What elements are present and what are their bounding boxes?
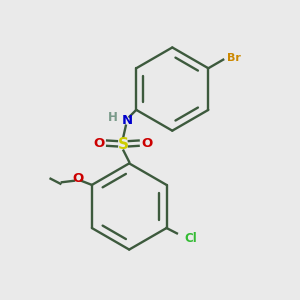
Text: N: N	[122, 114, 133, 127]
Text: O: O	[141, 137, 152, 150]
Text: H: H	[107, 111, 117, 124]
Text: O: O	[72, 172, 83, 185]
Text: S: S	[117, 136, 128, 152]
Text: O: O	[94, 137, 105, 150]
Text: Br: Br	[227, 53, 241, 63]
Text: Cl: Cl	[184, 232, 197, 245]
